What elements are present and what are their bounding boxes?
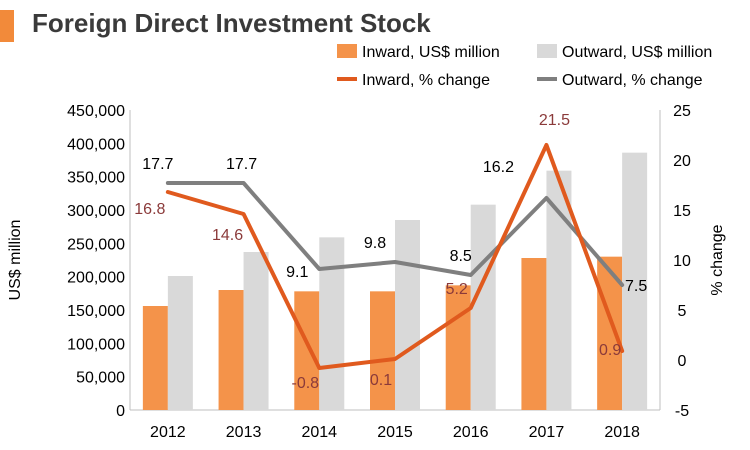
axes: 0 50,000 100,000 150,000 200,000 250,000 300,0…: [7, 103, 726, 441]
y2-axis-title: % change: [709, 224, 726, 295]
legend-outward-bar-label: Outward, US$ million: [562, 44, 712, 61]
legend-outward-bar-swatch: [537, 44, 557, 58]
outward-pct-line: [165, 181, 625, 287]
outward-bar: [243, 252, 269, 410]
inward-bar: [445, 285, 471, 410]
outward-pct-label: 16.2: [483, 159, 514, 176]
y-tick-label: 350,000: [67, 170, 125, 187]
outward-bar: [319, 237, 345, 410]
y-tick-label: 50,000: [76, 370, 125, 387]
inward-pct-label: 5.2: [446, 281, 468, 298]
inward-bar: [521, 258, 547, 410]
legend-outward-line-label: Outward, % change: [562, 72, 703, 89]
inward-bar: [142, 306, 168, 410]
inward-pct-label: 0.1: [370, 372, 392, 389]
x-tick-label: 2018: [604, 424, 640, 441]
x-tick-label: 2014: [301, 424, 337, 441]
outward-pct-label: 7.5: [625, 278, 647, 295]
y2-tick-label: 0: [678, 353, 687, 370]
inward-pct-label: -0.8: [291, 375, 319, 392]
y2-tick-label: -5: [675, 403, 689, 420]
y2-tick-label: 5: [678, 303, 687, 320]
y2-tick-label: 25: [673, 103, 691, 120]
inward-bar: [370, 291, 395, 410]
title-accent-bar: [0, 10, 14, 42]
outward-pct-label: 17.7: [226, 156, 257, 173]
x-tick-label: 2015: [377, 424, 413, 441]
outward-bar: [622, 152, 648, 410]
x-tick-label: 2013: [226, 424, 262, 441]
y-axis-title: US$ million: [7, 220, 24, 301]
y-tick-label: 150,000: [67, 303, 125, 320]
outward-pct-label: 17.7: [142, 156, 173, 173]
x-tick-label: 2016: [453, 424, 489, 441]
y-tick-label: 300,000: [67, 203, 125, 220]
y-tick-label: 450,000: [67, 103, 125, 120]
x-tick-label: 2017: [529, 424, 565, 441]
outward-pct-label: 9.8: [364, 235, 386, 252]
lines: [165, 143, 625, 370]
legend-inward-line-label: Inward, % change: [362, 72, 490, 89]
inward-bar: [294, 291, 320, 410]
bars: [142, 152, 648, 410]
inward-pct-line: [165, 143, 625, 370]
legend: Inward, US$ million Outward, US$ million I…: [337, 44, 712, 89]
inward-pct-label: 14.6: [212, 227, 243, 244]
y-tick-label: 100,000: [67, 336, 125, 353]
x-tick-label: 2012: [150, 424, 186, 441]
y-tick-label: 0: [116, 403, 125, 420]
outward-bar: [395, 220, 420, 410]
y2-tick-label: 20: [673, 153, 691, 170]
y-tick-label: 400,000: [67, 136, 125, 153]
inward-pct-label: 21.5: [539, 112, 570, 129]
inward-pct-label: 0.9: [599, 342, 621, 359]
legend-inward-bar-swatch: [337, 44, 357, 58]
outward-bar: [470, 204, 496, 410]
inward-bar: [218, 290, 244, 410]
inward-pct-label: 16.8: [134, 201, 165, 218]
outward-pct-label: 8.5: [450, 248, 472, 265]
y2-tick-label: 10: [673, 253, 691, 270]
data-labels: 17.7 17.7 9.1 9.8 8.5 16.2 7.5 16.8 14.6 -0.8 0.1 5…: [134, 112, 647, 392]
legend-inward-bar-label: Inward, US$ million: [362, 44, 500, 61]
chart-title: Foreign Direct Investment Stock: [32, 8, 431, 38]
outward-pct-label: 9.1: [286, 264, 308, 281]
outward-bar: [167, 276, 193, 410]
y-tick-label: 250,000: [67, 236, 125, 253]
y2-tick-label: 15: [673, 203, 691, 220]
y-tick-label: 200,000: [67, 270, 125, 287]
